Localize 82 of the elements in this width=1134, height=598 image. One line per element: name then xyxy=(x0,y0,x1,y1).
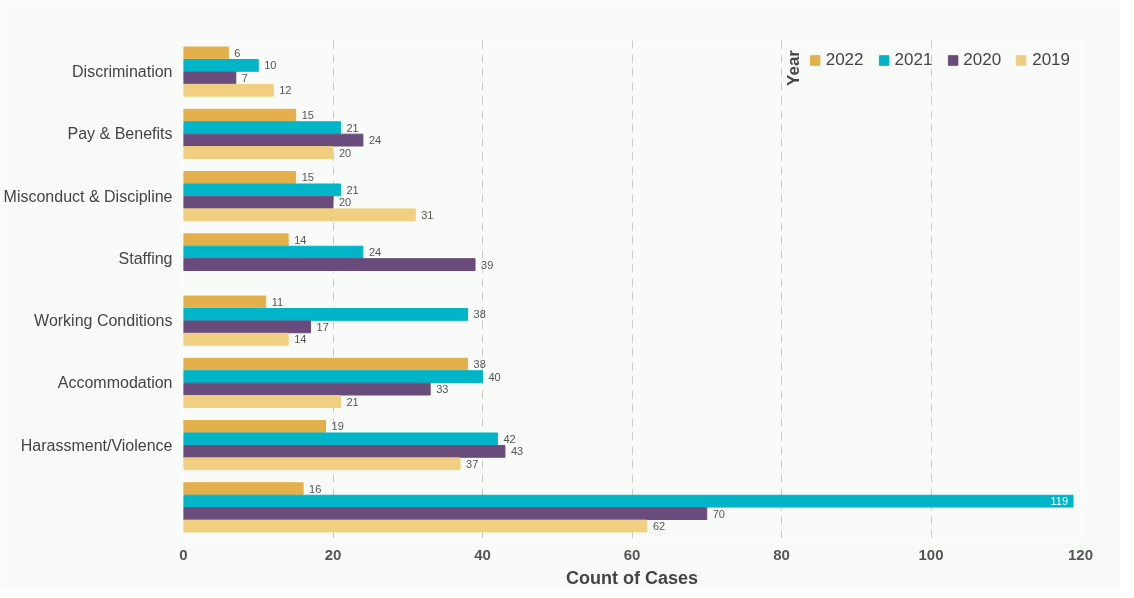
data-label: 39 xyxy=(481,258,494,271)
data-label: 70 xyxy=(712,507,725,520)
data-label: 14 xyxy=(294,333,307,346)
bar xyxy=(183,382,431,396)
data-label: 21 xyxy=(346,183,359,196)
data-label: 40 xyxy=(488,370,501,383)
bar xyxy=(183,208,416,222)
bar xyxy=(183,295,267,309)
legend-label: 2019 xyxy=(1032,50,1070,70)
bar xyxy=(183,482,304,496)
data-label: 119 xyxy=(1050,495,1069,508)
bar xyxy=(183,507,708,521)
bar xyxy=(183,370,483,384)
legend-label: 2021 xyxy=(894,50,933,70)
data-label: 24 xyxy=(368,134,382,147)
data-label: 33 xyxy=(436,383,449,396)
bar xyxy=(183,233,289,247)
data-label: 15 xyxy=(301,109,314,122)
x-tick-label: 120 xyxy=(1067,545,1094,563)
bar xyxy=(183,432,498,446)
y-tick-label: Harassment/Violence xyxy=(20,436,173,454)
data-label: 11 xyxy=(271,295,284,308)
x-tick-label: 20 xyxy=(324,545,342,563)
bar xyxy=(183,420,327,433)
bar xyxy=(183,46,229,60)
legend-label: 2022 xyxy=(825,50,864,70)
data-label: 62 xyxy=(652,520,666,533)
x-axis-title: Count of Cases xyxy=(565,567,699,588)
bar xyxy=(183,245,364,259)
bar xyxy=(183,183,341,197)
data-label: 6 xyxy=(234,46,241,59)
data-label: 17 xyxy=(316,320,329,333)
x-tick-label: 60 xyxy=(623,545,641,563)
bar xyxy=(183,121,341,135)
bar xyxy=(183,58,259,72)
bar xyxy=(183,395,341,408)
bar xyxy=(183,258,476,272)
bar xyxy=(183,195,334,209)
data-label: 15 xyxy=(301,171,314,184)
data-label: 10 xyxy=(264,59,277,72)
bar xyxy=(183,494,1074,508)
x-tick-label: 40 xyxy=(474,545,491,563)
data-label: 19 xyxy=(331,420,344,433)
data-label: 12 xyxy=(279,84,292,97)
data-label: 38 xyxy=(473,358,486,371)
data-label: 14 xyxy=(294,233,307,246)
legend-title: Year xyxy=(783,50,804,86)
data-label: 7 xyxy=(241,71,248,84)
legend-label: 2020 xyxy=(963,50,1002,70)
bar xyxy=(183,146,334,159)
y-tick-label: Discrimination xyxy=(72,63,173,81)
bar xyxy=(183,519,648,533)
bar xyxy=(183,307,469,321)
data-label: 38 xyxy=(473,308,486,321)
bar xyxy=(183,444,506,458)
data-label: 24 xyxy=(368,246,382,259)
bar xyxy=(183,357,469,371)
data-label: 42 xyxy=(503,432,516,445)
data-label: 20 xyxy=(339,146,352,159)
data-label: 21 xyxy=(346,395,359,408)
bar xyxy=(183,457,461,471)
bar xyxy=(183,83,274,97)
bar xyxy=(183,133,364,147)
data-label: 37 xyxy=(466,457,479,470)
y-tick-label: Accommodation xyxy=(57,374,173,392)
y-tick-label: Pay & Benefits xyxy=(67,125,173,143)
y-tick-label: Working Conditions xyxy=(34,312,173,330)
data-label: 43 xyxy=(510,445,524,458)
data-label: 31 xyxy=(421,208,434,221)
x-tick-label: 100 xyxy=(918,545,944,563)
bar xyxy=(183,171,297,184)
bar xyxy=(183,320,312,334)
bar xyxy=(183,71,237,85)
bar xyxy=(183,108,297,122)
x-tick-label: 0 xyxy=(179,545,188,563)
data-label: 21 xyxy=(346,121,359,134)
bar xyxy=(183,332,289,346)
y-tick-label: Misconduct & Discipline xyxy=(3,187,173,205)
y-tick-label: Staffing xyxy=(118,249,173,267)
x-tick-label: 80 xyxy=(773,545,790,563)
data-label: 20 xyxy=(339,196,352,209)
data-label: 16 xyxy=(309,482,322,495)
